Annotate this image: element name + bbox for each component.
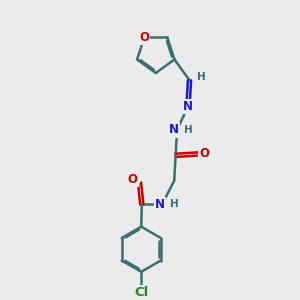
Text: H: H — [170, 200, 178, 209]
Text: O: O — [139, 31, 149, 44]
Text: H: H — [184, 125, 192, 135]
Text: O: O — [128, 173, 138, 186]
Text: H: H — [197, 72, 206, 82]
Text: Cl: Cl — [134, 286, 148, 299]
Text: N: N — [155, 198, 165, 211]
Text: N: N — [183, 100, 193, 113]
Text: N: N — [169, 123, 179, 136]
Text: O: O — [200, 147, 209, 161]
